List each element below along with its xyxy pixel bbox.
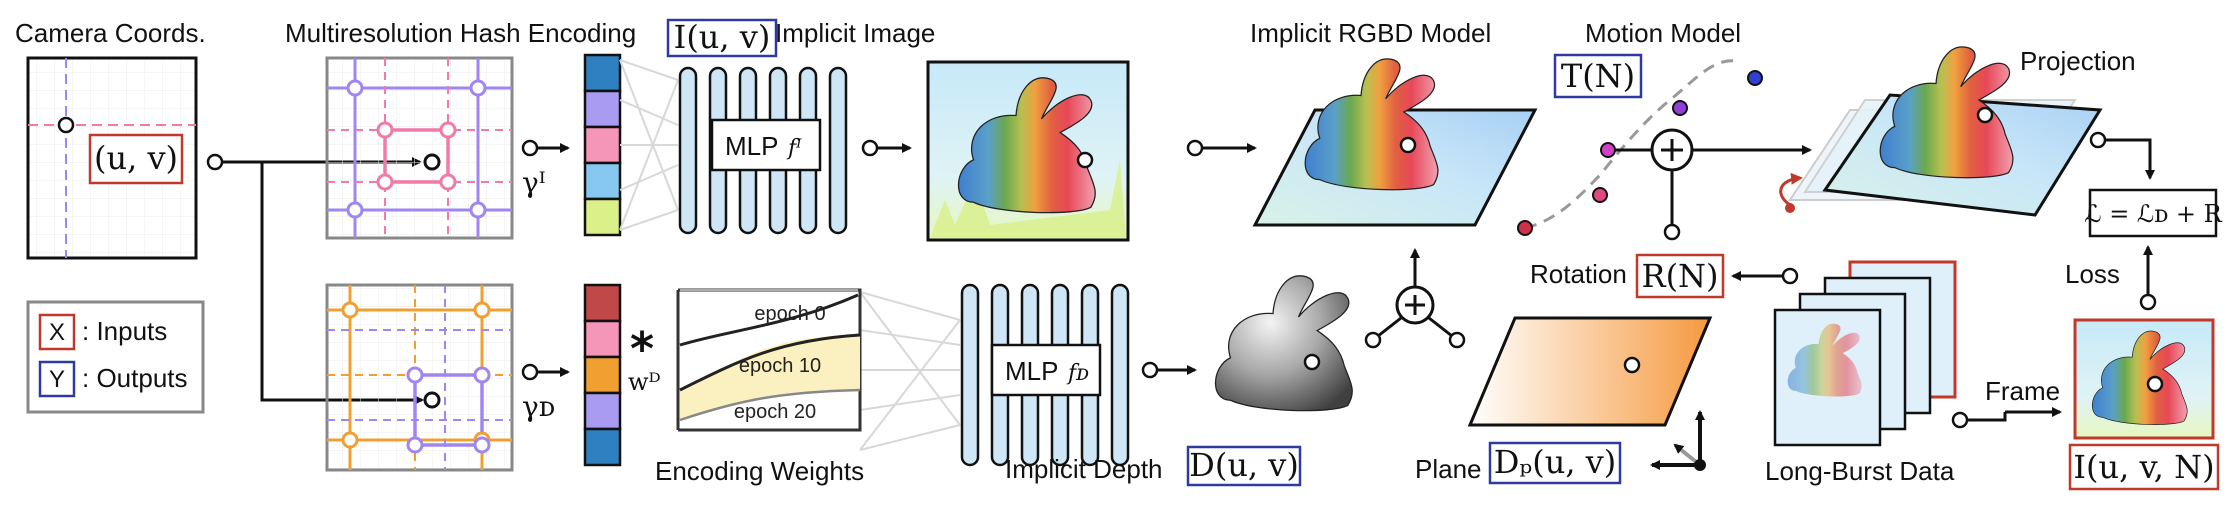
legend-outputs-text: : Outputs xyxy=(82,363,188,393)
image-fn-label: I(u, v) xyxy=(674,18,771,56)
plane-fn-label: Dₚ(u, v) xyxy=(1494,443,1616,481)
rotation-fn-box xyxy=(1635,253,1725,299)
epoch-10-label: epoch 10 xyxy=(739,355,821,377)
projection-panel xyxy=(1779,46,2103,217)
implicit-rgbd-title: Implicit RGBD Model xyxy=(1250,18,1491,48)
mlp-image-box xyxy=(710,118,822,172)
fan-lines-top xyxy=(619,59,679,231)
encoding-cell xyxy=(583,89,622,129)
long-burst-title: Long-Burst Data xyxy=(1765,456,1955,486)
uv-input-label: (u, v) xyxy=(94,139,178,177)
long-burst-stack xyxy=(1773,260,1957,447)
epoch-20-label: epoch 20 xyxy=(734,401,816,423)
hash-grid-bottom xyxy=(325,283,514,472)
plane-title: Plane xyxy=(1415,454,1482,484)
rotation-fn-label: R(N) xyxy=(1641,257,1718,295)
implicit-rgbd-panel xyxy=(1252,58,1538,227)
burst-out-node xyxy=(1781,267,1799,285)
star-symbol: * xyxy=(630,322,654,376)
encoding-cell xyxy=(583,125,622,165)
legend-inputs-symbol: X xyxy=(49,319,65,346)
image-fn-box xyxy=(666,18,778,58)
uv-output-node xyxy=(206,153,224,171)
motion-trajectory xyxy=(1517,59,1763,236)
frame-title: Frame xyxy=(1985,376,2060,406)
mlp-depth-out-node xyxy=(1141,361,1159,379)
weight-label: wᴰ xyxy=(628,368,661,396)
translation-fn-box xyxy=(1553,53,1643,99)
depth-fn-label: D(u, v) xyxy=(1189,446,1299,484)
encoding-weights-chart: epoch 0 epoch 10 epoch 20 xyxy=(676,288,862,432)
encoding-cell xyxy=(583,283,622,323)
mlp-image-label: MLP xyxy=(725,131,778,161)
mlp-layer xyxy=(678,66,698,235)
frame-panel xyxy=(2073,318,2215,440)
encoding-cell xyxy=(583,161,622,201)
depth-fn-box xyxy=(1186,445,1302,487)
loss-title: Loss xyxy=(2065,259,2120,289)
mlp-depth-box xyxy=(990,343,1102,397)
camera-coords-panel: (u, v) xyxy=(26,56,198,260)
loss-node xyxy=(2139,293,2157,311)
image-out-node xyxy=(1186,139,1204,157)
encoding-cell xyxy=(583,355,622,395)
legend-inputs-text: : Inputs xyxy=(82,316,167,346)
encoding-cell xyxy=(583,197,622,237)
depth-plane-combiner xyxy=(1364,248,1466,349)
camera-coords-title: Camera Coords. xyxy=(15,18,206,48)
loss-eq-label: ℒ = ℒᴅ + R xyxy=(2084,200,2222,228)
frame-fn-box xyxy=(2068,443,2220,491)
motion-model-title: Motion Model xyxy=(1585,18,1741,48)
encoding-cell xyxy=(583,319,622,359)
legend-outputs-symbol: Y xyxy=(49,366,65,393)
mlp-image-sub: fᴵ xyxy=(786,136,802,161)
gamma-d-node xyxy=(521,363,539,381)
projection-title: Projection xyxy=(2020,46,2136,76)
mlp-layer xyxy=(828,66,848,235)
implicit-image-panel xyxy=(926,60,1130,242)
encoding-vector-top xyxy=(583,53,622,237)
frame-fn-label: I(u, v, N) xyxy=(2073,448,2214,486)
encoding-cell xyxy=(583,427,622,467)
burst-frame-node xyxy=(1951,411,1969,429)
encoding-vector-bottom xyxy=(583,283,622,467)
mlp-depth-label: MLP xyxy=(1005,356,1058,386)
motion-combiner xyxy=(1615,128,1812,241)
arrow-to-loss-eq xyxy=(2105,138,2155,180)
encoding-weights-title: Encoding Weights xyxy=(655,456,864,486)
encoding-cell xyxy=(583,53,622,93)
encoding-cell xyxy=(583,391,622,431)
mlp-layer xyxy=(1110,283,1130,467)
epoch-0-label: epoch 0 xyxy=(754,303,825,325)
translation-fn-label: T(N) xyxy=(1561,57,1635,95)
implicit-depth-panel xyxy=(1214,275,1353,412)
gamma-i-node xyxy=(521,139,539,157)
implicit-depth-title: Implicit Depth xyxy=(1005,454,1163,484)
gamma-d-label: γᴅ xyxy=(522,390,555,423)
hash-grid-top xyxy=(325,56,514,240)
axes-icon xyxy=(1650,410,1706,471)
loss-eq-box xyxy=(2088,188,2218,238)
bunny-depth-icon xyxy=(1214,275,1353,412)
plane-fn-box xyxy=(1488,441,1622,485)
rotation-title: Rotation xyxy=(1530,259,1627,289)
plane-panel xyxy=(1467,316,1713,427)
mlp-depth-sub: fᴅ xyxy=(1066,361,1089,386)
fan-lines-bottom xyxy=(859,291,961,451)
mlp-image-layers xyxy=(678,66,848,235)
mlp-image-out-node xyxy=(861,139,879,157)
implicit-image-title: Implicit Image xyxy=(775,18,935,48)
mlp-layer xyxy=(960,283,980,467)
projection-out-node xyxy=(2089,131,2107,149)
hash-encoding-title: Multiresolution Hash Encoding xyxy=(285,18,636,48)
gamma-i-label: γᴵ xyxy=(522,166,546,199)
legend: X : Inputs Y : Outputs xyxy=(26,300,205,414)
